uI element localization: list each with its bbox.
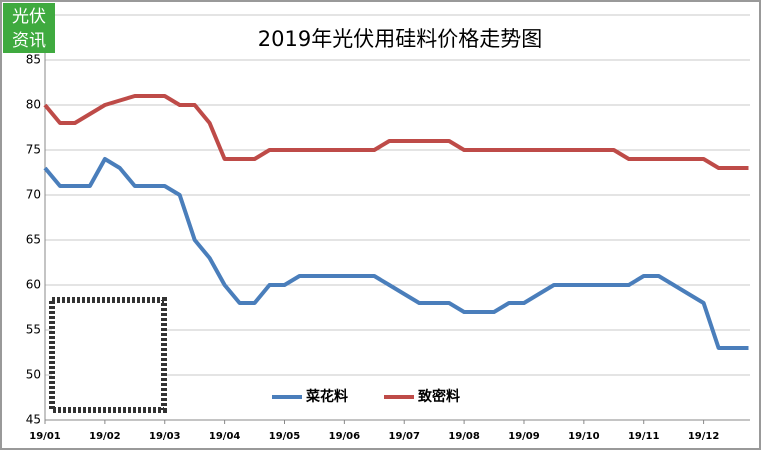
x-tick-label: 19/02 <box>89 431 121 442</box>
x-tick-label: 19/03 <box>149 431 181 442</box>
x-tick-label: 19/11 <box>628 431 660 442</box>
y-tick-label: 65 <box>26 233 41 247</box>
y-tick-label: 50 <box>26 368 41 382</box>
y-tick-label: 85 <box>26 53 41 67</box>
y-tick-label: 45 <box>26 413 41 427</box>
y-tick-label: 75 <box>26 143 41 157</box>
logo-text: 光伏 <box>12 7 46 27</box>
x-tick-label: 19/06 <box>329 431 361 442</box>
y-tick-label: 80 <box>26 98 41 112</box>
legend-label: 致密料 <box>418 388 460 405</box>
series-line <box>43 157 749 350</box>
x-tick-label: 19/07 <box>388 431 420 442</box>
qr-code <box>49 297 167 413</box>
series-line <box>43 94 749 170</box>
y-tick-label: 70 <box>26 188 41 202</box>
x-tick-label: 19/05 <box>269 431 301 442</box>
chart-title: 2019年光伏用硅料价格走势图 <box>258 27 542 51</box>
y-tick-label: 55 <box>26 323 41 337</box>
x-tick-label: 19/08 <box>448 431 480 442</box>
x-tick-label: 19/01 <box>29 431 61 442</box>
legend-label: 菜花料 <box>305 388 348 405</box>
logo <box>3 3 55 53</box>
y-tick-label: 60 <box>26 278 41 292</box>
x-tick-label: 19/10 <box>568 431 600 442</box>
logo-text: 资讯 <box>12 31 46 51</box>
x-tick-label: 19/09 <box>508 431 540 442</box>
x-tick-label: 19/04 <box>209 431 241 442</box>
x-tick-label: 19/12 <box>688 431 720 442</box>
